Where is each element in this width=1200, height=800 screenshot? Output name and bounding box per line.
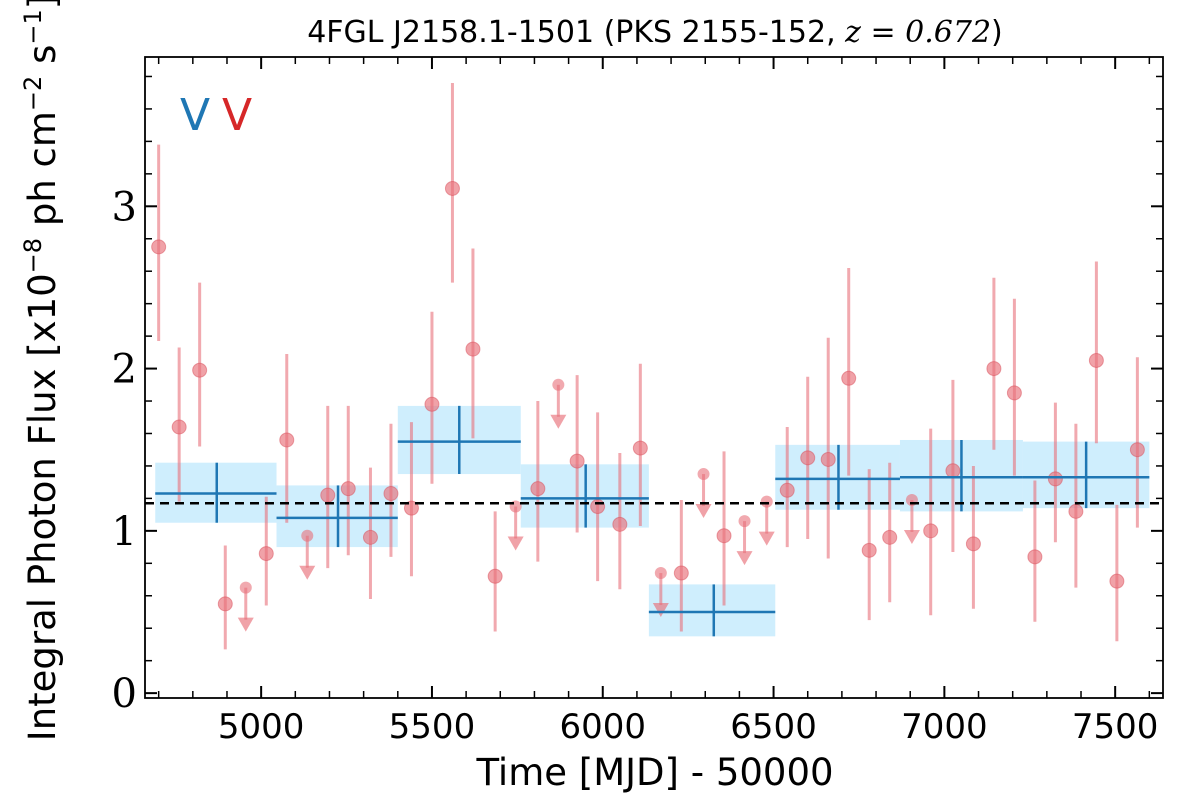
flux-point [673,565,689,581]
legend-marker: V [222,90,252,141]
upper-limit-arrow [550,414,567,429]
flux-point [1027,549,1043,565]
flux-point [800,450,816,466]
upper-limit-arrow [695,504,712,519]
flux-point [530,481,546,497]
flux-point [340,481,356,497]
flux-point [217,596,233,612]
bin-error-band [648,584,776,637]
x-tick-label: 6000 [559,707,646,747]
flux-point [1006,385,1022,401]
flux-point [444,180,460,196]
y-tick-label: 1 [112,509,137,555]
flux-point [569,453,585,469]
x-axis-label: Time [MJD] - 50000 [475,751,833,794]
flux-point [716,528,732,544]
upper-limit-arrow [652,603,669,618]
y-tick-label: 0 [112,671,137,717]
flux-point [465,341,481,357]
upper-limit-arrow [237,617,254,632]
flux-point [383,486,399,502]
upper-limit-arrow [903,530,920,545]
flux-point [1088,352,1104,368]
x-tick-label: 5500 [389,707,476,747]
upper-limit-arrow [299,565,316,580]
x-tick-label: 6500 [730,707,817,747]
x-tick-label: 7000 [901,707,988,747]
flux-point [882,529,898,545]
flux-point [258,546,274,562]
flux-point [362,529,378,545]
flux-point [424,396,440,412]
flux-point [965,536,981,552]
y-tick-label: 2 [112,347,137,393]
flux-point [820,451,836,467]
flux-point [612,516,628,532]
flux-point [1109,573,1125,589]
flux-point [945,463,961,479]
flux-point [320,487,336,503]
flux-point [923,523,939,539]
flux-point [192,362,208,378]
legend-marker: V [180,90,210,141]
flux-point [1129,442,1145,458]
svg-text:Integral Photon Flux [x10−8 ph: Integral Photon Flux [x10−8 ph cm−2 s−1] [19,0,64,741]
flux-point [841,370,857,386]
x-tick-label: 7500 [1072,707,1159,747]
chart-title: 4FGL J2158.1-1501 (PKS 2155-152, z = 0.6… [307,15,1003,50]
flux-point [171,419,187,435]
y-axis-label: Integral Photon Flux [x10−8 ph cm−2 s−1] [19,0,64,741]
data-layer [145,82,1163,650]
flux-point [986,361,1002,377]
plot-frame [144,56,1164,699]
upper-limit-arrow [758,531,775,546]
flux-point [590,499,606,515]
flux-point [779,482,795,498]
flux-point [151,239,167,255]
flux-point [487,568,503,584]
upper-limit-arrow [736,551,753,566]
flux-point [1068,503,1084,519]
flux-point [403,500,419,516]
flux-point [861,542,877,558]
y-tick-label: 3 [112,184,137,230]
flux-point [1047,471,1063,487]
upper-limit-arrow [507,536,524,551]
x-tick-label: 5000 [218,707,305,747]
flux-point [279,432,295,448]
flux-point [632,440,648,456]
